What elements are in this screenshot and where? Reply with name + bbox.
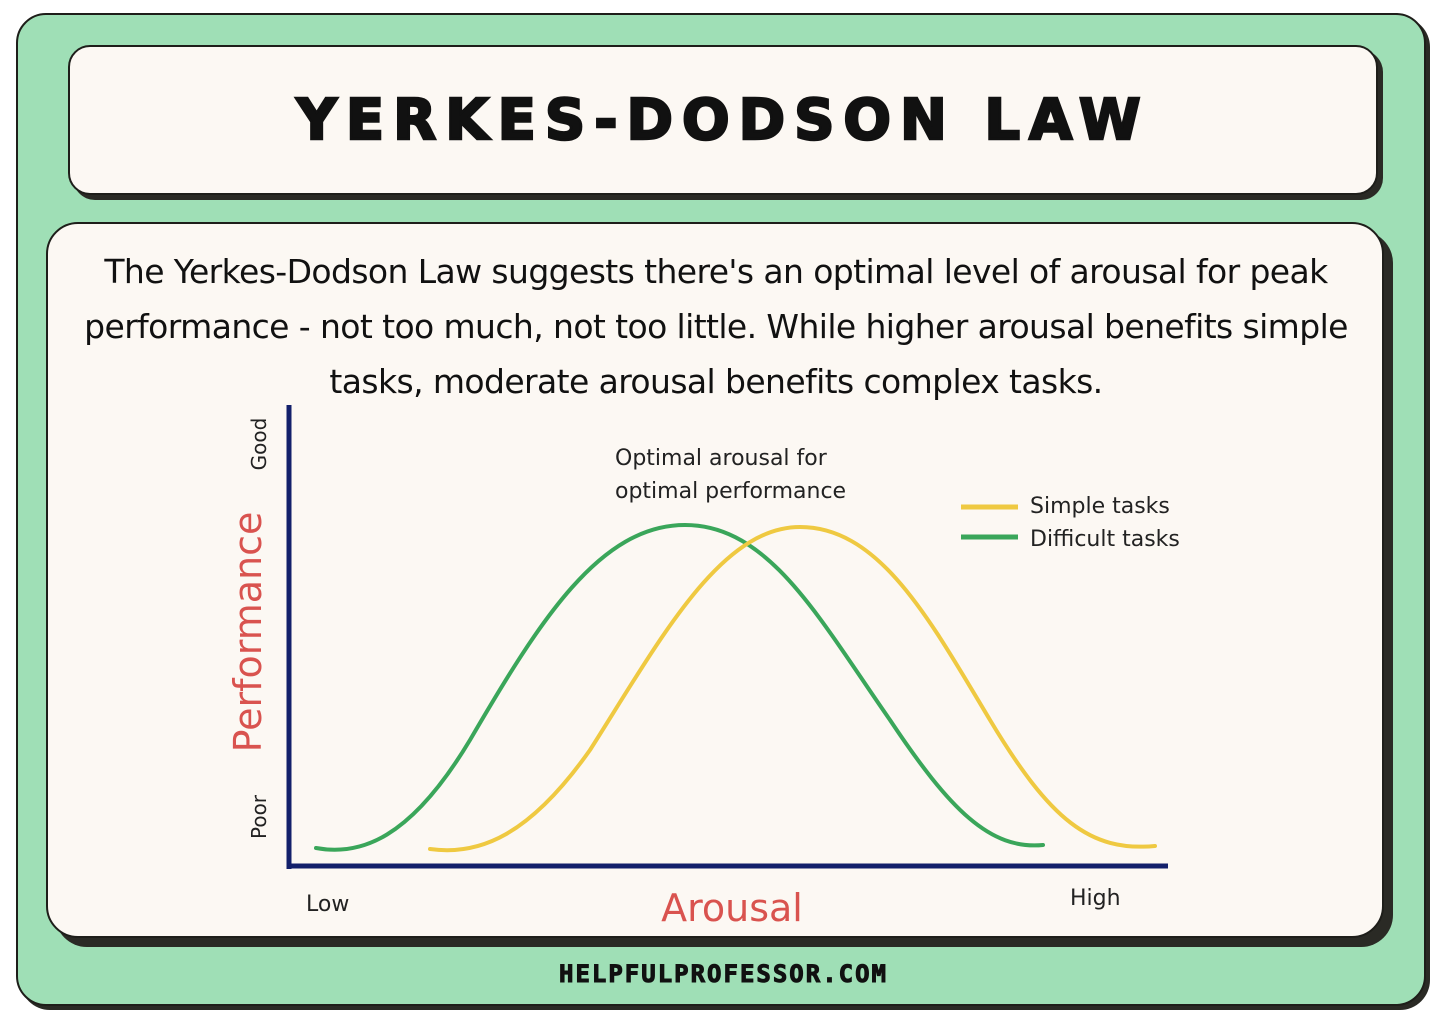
simple-tasks-curve xyxy=(428,524,1157,853)
x-axis-label: Arousal xyxy=(661,886,803,930)
page-title: YERKES-DODSON LAW xyxy=(295,86,1150,154)
y-axis-label: Performance xyxy=(226,512,270,753)
legend-simple-label: Simple tasks xyxy=(1030,494,1170,519)
difficult-tasks-curve xyxy=(314,522,1045,852)
x-tick-high: High xyxy=(1070,886,1121,911)
y-tick-poor: Poor xyxy=(247,794,271,839)
content-card xyxy=(46,222,1384,938)
description-line-2: performance - not too much, not too litt… xyxy=(84,307,1348,346)
x-tick-low: Low xyxy=(306,892,349,917)
y-tick-good: Good xyxy=(247,418,271,471)
title-card: YERKES-DODSON LAW xyxy=(68,45,1378,195)
footer-site: HELPFULPROFESSOR.COM xyxy=(559,960,888,989)
annotation-line-1: Optimal arousal for xyxy=(615,446,828,471)
description-line-3: tasks, moderate arousal benefits complex… xyxy=(329,362,1103,401)
description: The Yerkes-Dodson Law suggests there's a… xyxy=(0,244,1432,409)
description-line-1: The Yerkes-Dodson Law suggests there's a… xyxy=(104,252,1328,291)
annotation-line-2: optimal performance xyxy=(615,479,846,504)
legend-difficult-label: Difficult tasks xyxy=(1030,527,1180,552)
